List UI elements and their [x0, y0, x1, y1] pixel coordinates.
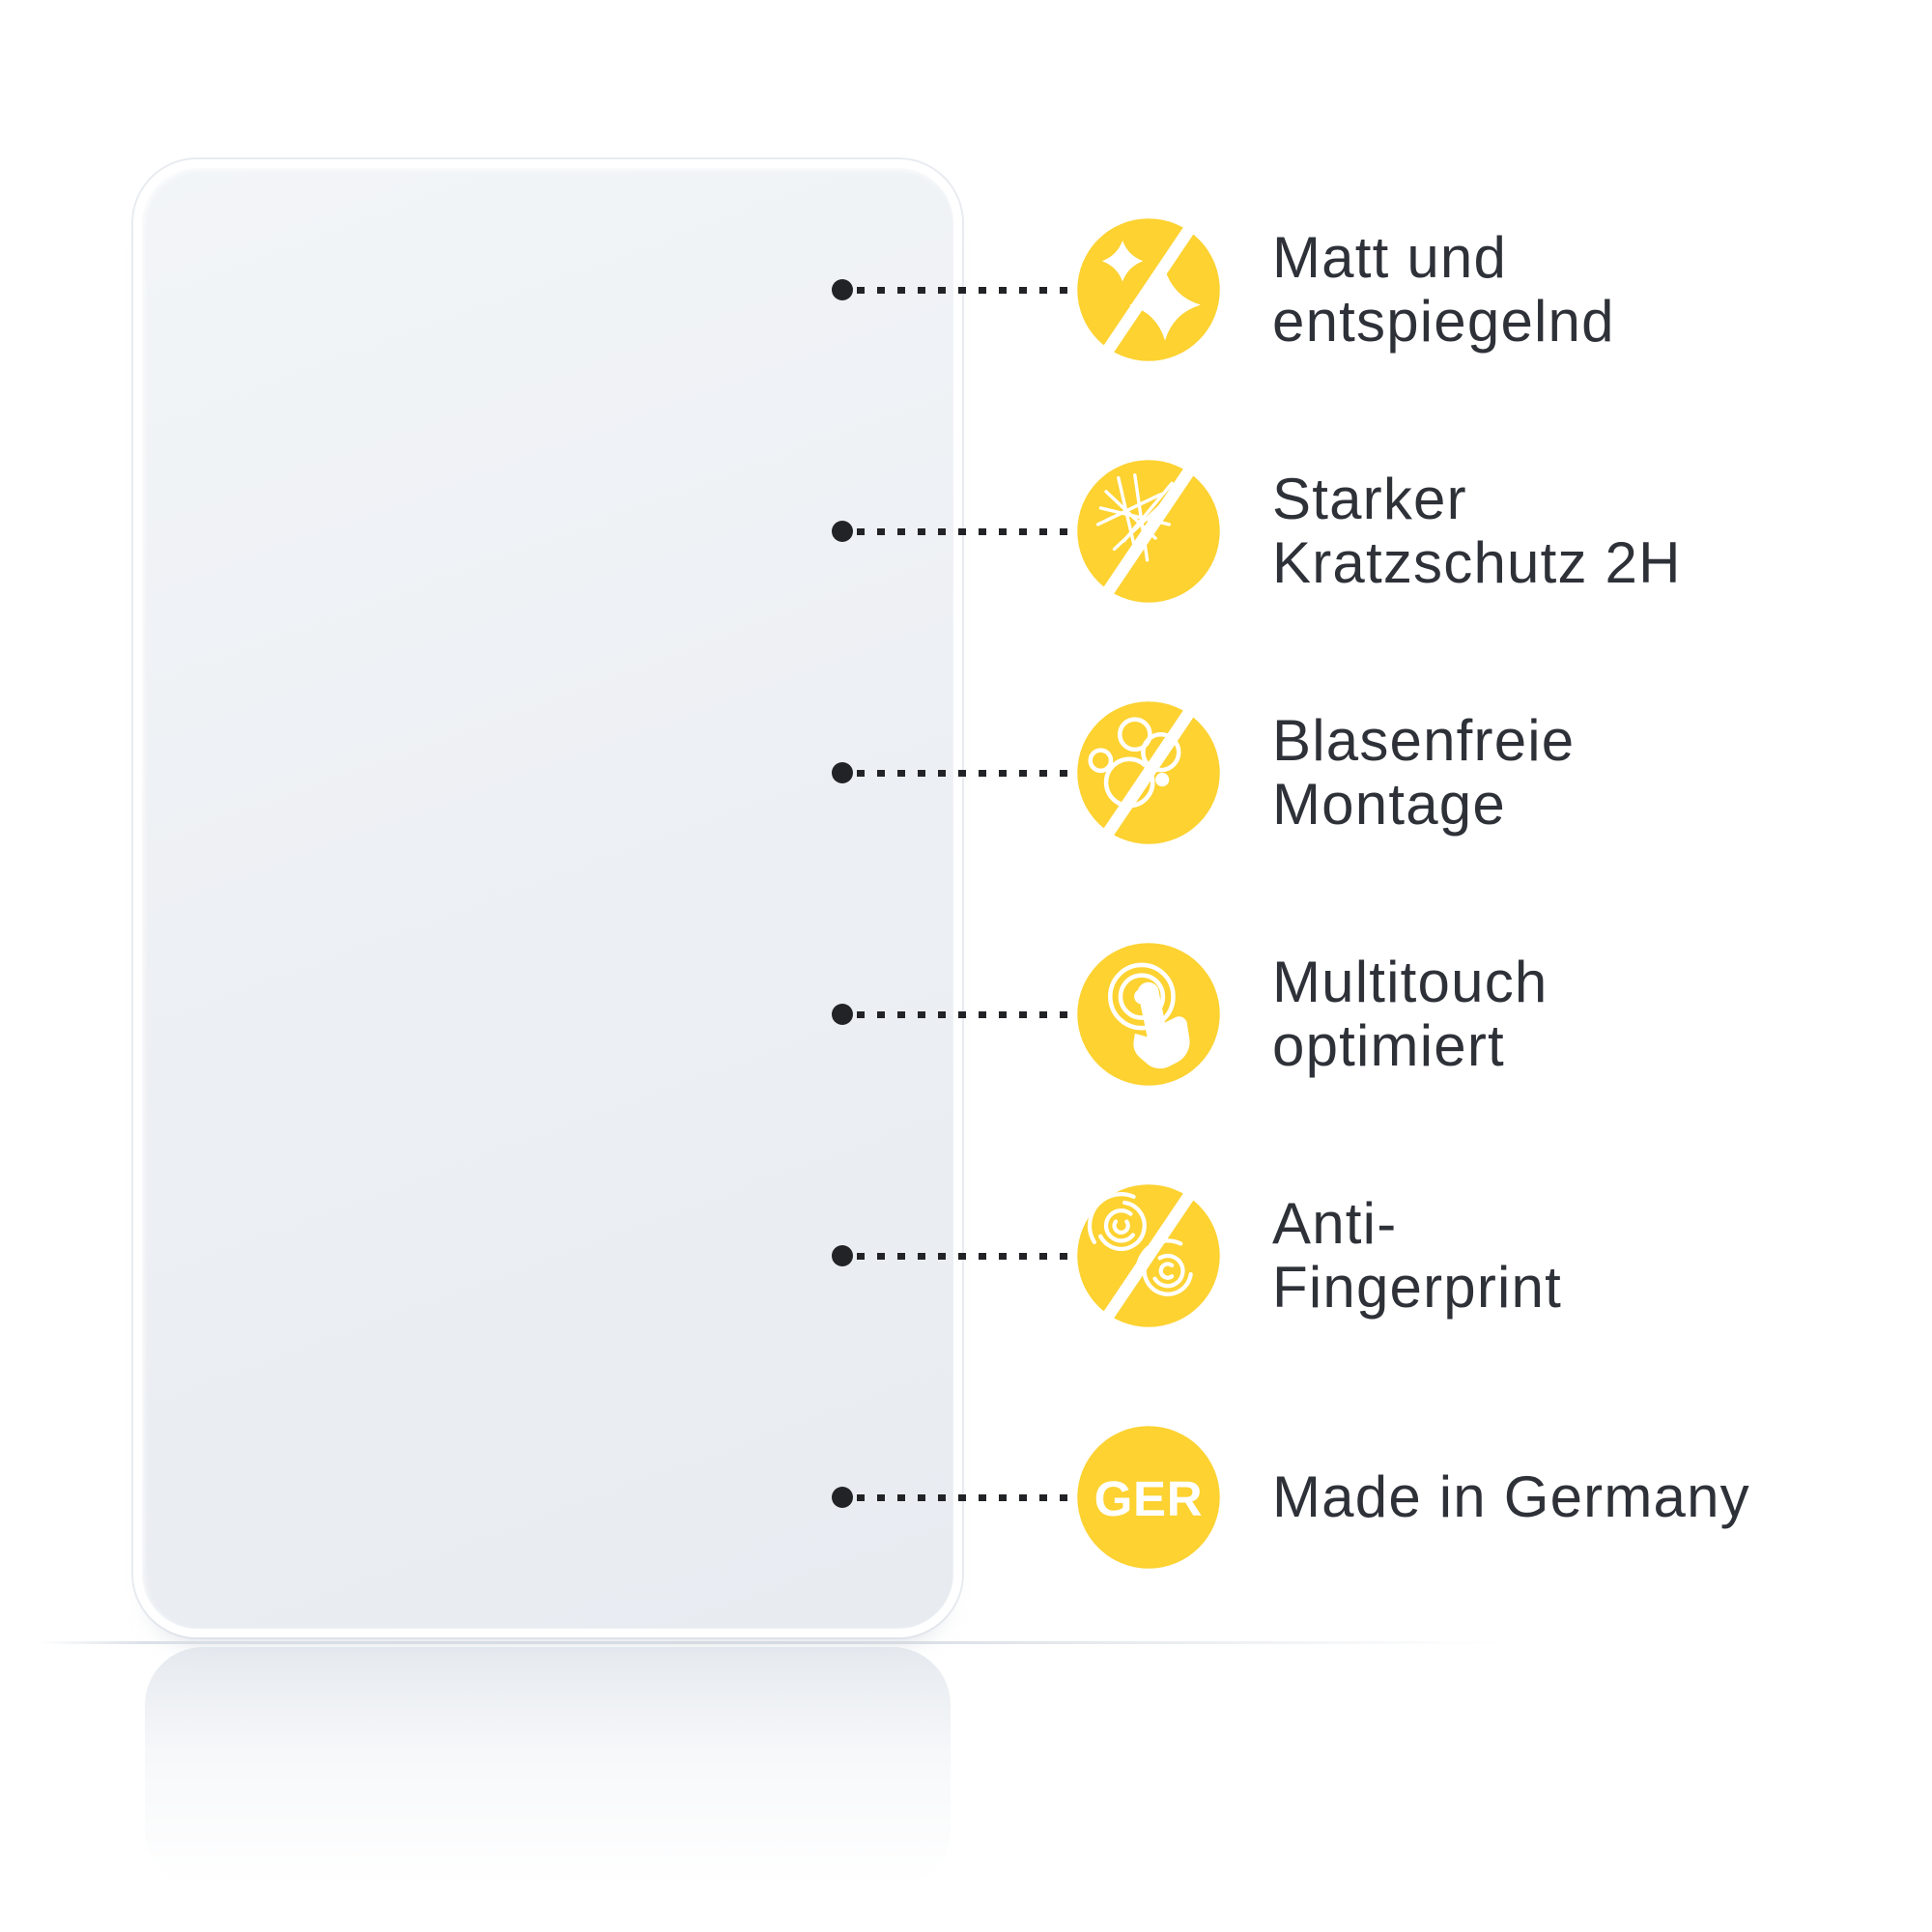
feature-row-made-in-germany: GER Made in Germany — [832, 1420, 1750, 1575]
callout-dotted-line — [857, 1493, 1071, 1501]
callout-dot — [832, 1004, 853, 1025]
anti-fingerprint-icon — [1077, 1184, 1220, 1327]
feature-label-line: Multitouch — [1272, 950, 1548, 1014]
feature-label-line: Blasenfreie — [1272, 708, 1576, 773]
feature-label-line: Fingerprint — [1272, 1255, 1562, 1320]
callout-dotted-line — [857, 769, 1071, 777]
feature-label-line: Made in Germany — [1272, 1464, 1750, 1529]
feature-row-multitouch: Multitouch optimiert — [832, 937, 1548, 1092]
scratch-protection-icon — [1077, 460, 1220, 603]
screen-protector-sheet — [133, 159, 962, 1637]
protector-reflection — [145, 1647, 951, 1889]
feature-label: Made in Germany — [1272, 1465, 1750, 1529]
feature-label-line: Kratzschutz 2H — [1272, 530, 1682, 595]
callout-dot — [832, 521, 853, 542]
feature-label-line: optimiert — [1272, 1013, 1505, 1078]
feature-row-anti-fingerprint: Anti- Fingerprint — [832, 1179, 1562, 1333]
feature-row-scratch-protection: Starker Kratzschutz 2H — [832, 454, 1682, 609]
callout-dot — [832, 279, 853, 300]
feature-label: Starker Kratzschutz 2H — [1272, 468, 1682, 595]
feature-row-bubble-free: Blasenfreie Montage — [832, 696, 1575, 850]
feature-label-line: Starker — [1272, 467, 1467, 531]
anti-glare-icon — [1077, 218, 1220, 361]
callout-dotted-line — [857, 286, 1071, 294]
multitouch-icon — [1077, 943, 1220, 1086]
feature-label: Blasenfreie Montage — [1272, 709, 1575, 837]
feature-label: Matt und entspiegelnd — [1272, 226, 1615, 354]
feature-label-line: entspiegelnd — [1272, 289, 1615, 354]
feature-label: Multitouch optimiert — [1272, 951, 1548, 1078]
feature-label-line: Anti- — [1272, 1191, 1398, 1256]
callout-dotted-line — [857, 527, 1071, 535]
callout-dot — [832, 1487, 853, 1508]
callout-dot — [832, 1245, 853, 1266]
callout-dotted-line — [857, 1010, 1071, 1018]
made-in-germany-icon: GER — [1077, 1426, 1220, 1569]
ger-badge-text: GER — [1094, 1471, 1204, 1526]
callout-dot — [832, 762, 853, 783]
feature-label: Anti- Fingerprint — [1272, 1192, 1562, 1320]
floor-contact-line — [39, 1641, 1507, 1644]
bubble-free-mounting-icon — [1077, 701, 1220, 844]
feature-row-anti-glare: Matt und entspiegelnd — [832, 213, 1615, 367]
feature-label-line: Matt und — [1272, 225, 1508, 290]
callout-dotted-line — [857, 1252, 1071, 1260]
feature-label-line: Montage — [1272, 772, 1506, 837]
